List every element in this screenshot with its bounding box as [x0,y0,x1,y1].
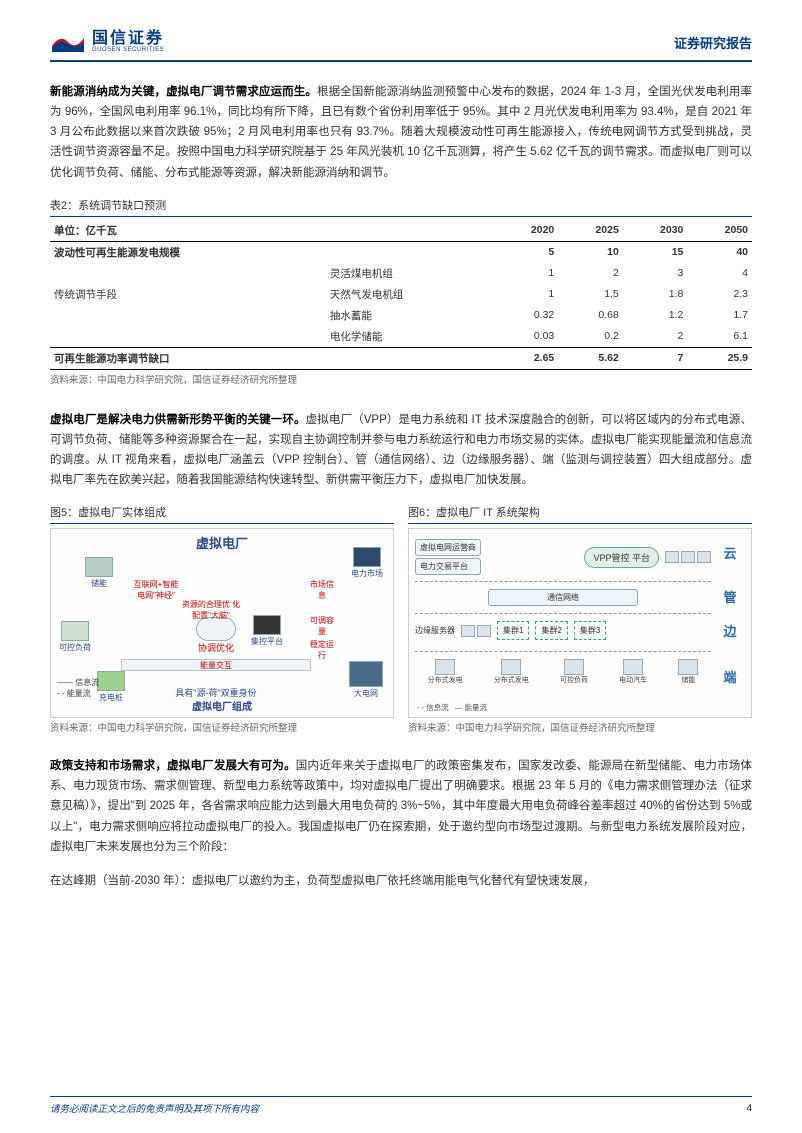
table2-y3: 2030 [623,220,688,242]
figures-row: 图5：虚拟电厂实体组成 虚拟电厂 电力市场 储能 可控负荷 充电桩 [50,504,752,734]
fig6-col: 图6：虚拟电厂 IT 系统架构 虚拟电网运营商 电力交易平台 VPP管控 平台 … [408,504,752,734]
fig5-node-storage: 储能 [85,557,113,589]
fig5-caption: 图5：虚拟电厂实体组成 [50,504,394,524]
logo-text-cn: 国信证券 [92,31,164,47]
fig5-msg5: 稳定运行 [307,639,337,661]
fig5-node-ev: 充电桩 [97,671,125,703]
fig6-caption: 图6：虚拟电厂 IT 系统架构 [408,504,752,524]
table2-y2: 2025 [558,220,623,242]
table-row: 电化学储能0.030.226.1 [50,326,752,348]
logo-block: 国信证券 GUOSEN SECURITIES [50,30,164,54]
fig6-tag-edge: 边 [715,621,745,640]
page-number: 4 [746,1103,752,1114]
para3-lead: 政策支持和市场需求，虚拟电厂发展大有可为。 [50,760,296,772]
table2: 单位：亿千瓦 2020 2025 2030 2050 波动性可再生能源发电规模5… [50,220,752,370]
para1-body: 根据全国新能源消纳监测预警中心发布的数据，2024 年 1-3 月，全国光伏发电… [50,86,752,179]
table2-y4: 2050 [687,220,752,242]
fig5-energy-bar: 能量交互 [121,659,311,671]
paragraph-2: 虚拟电厂是解决电力供需新形势平衡的关键一环。虚拟电厂（VPP）是电力系统和 IT… [50,410,752,491]
paragraph-4: 在达峰期（当前-2030 年）：虚拟电厂以邀约为主，负荷型虚拟电厂依托终端用能电… [50,871,752,891]
fig6-end-item: 分布式发电 [428,659,463,685]
para4-body: 在达峰期（当前-2030 年）：虚拟电厂以邀约为主，负荷型虚拟电厂依托终端用能电… [50,875,594,887]
fig5-node-grid: 大电网 [349,661,383,699]
fig5-node-platform: 集控平台 [251,615,283,647]
fig6-edge-row: 边缘服务器 集群1 集群2 集群3 [415,621,711,640]
fig5-legend: —— 信息流 - - 能量流 [57,677,99,699]
fig5-node-load: 可控负荷 [59,621,91,653]
fig6-tag-cloud: 云 [715,543,745,562]
fig6-legend: - - 信息流 — 能量流 [417,702,487,713]
fig5-msg4: 可调容量 [307,615,337,637]
paragraph-1: 新能源消纳成为关键，虚拟电厂调节需求应运而生。根据全国新能源消纳监测预警中心发布… [50,82,752,183]
report-label: 证券研究报告 [674,33,752,52]
fig6-pipe-row: 通信网络 [415,589,711,606]
fig5-bottom-label: 虚拟电厂组成 [192,698,252,713]
fig6-source: 资料来源：中国电力科学研究院，国信证券经济研究所整理 [408,720,752,734]
fig5-msg2: 资源的合理优 化配置"大脑" [181,599,241,621]
logo-text-en: GUOSEN SECURITIES [92,47,164,53]
table-row: 抽水蓄能0.320.681.21.7 [50,305,752,326]
fig5-node-market: 电力市场 [351,547,383,579]
fig6-tag-end: 端 [715,667,745,686]
fig6-end-item: 可控负荷 [560,659,588,685]
fig5-title: 虚拟电厂 [196,533,248,552]
para1-lead: 新能源消纳成为关键，虚拟电厂调节需求应运而生。 [50,86,317,98]
page-footer: 请务必阅读正文之后的免责声明及其项下所有内容 4 [50,1096,752,1115]
fig6-end-item: 储能 [678,659,698,685]
fig5-msg1: 互联网+智能 电网"神经" [129,579,183,601]
fig6-end-item: 电动汽车 [619,659,647,685]
fig5-diagram: 虚拟电厂 电力市场 储能 可控负荷 充电桩 [50,528,394,718]
table2-caption: 表2：系统调节缺口预测 [50,197,752,217]
fig6-tag-pipe: 管 [715,587,745,606]
fig6-cloud-row: 虚拟电网运营商 电力交易平台 VPP管控 平台 [415,539,711,575]
table-row: 波动性可再生能源发电规模5101540 [50,241,752,263]
fig5-msg3: 市场信息 [307,579,337,601]
fig6-vpp-oval: VPP管控 平台 [584,547,659,568]
fig6-server-icons [665,551,711,563]
fig6-end-row: 分布式发电 分布式发电 可控负荷 电动汽车 储能 [415,659,711,685]
logo-icon [50,30,86,54]
fig6-diagram: 虚拟电网运营商 电力交易平台 VPP管控 平台 云 通信网络 管 边缘服务器 [408,528,752,718]
table2-y1: 2020 [494,220,559,242]
fig5-col: 图5：虚拟电厂实体组成 虚拟电厂 电力市场 储能 可控负荷 充电桩 [50,504,394,734]
fig5-source: 资料来源：中国电力科学研究院，国信证券经济研究所整理 [50,720,394,734]
table-row: 灵活煤电机组1234 [50,263,752,284]
table-row: 传统调节手段天然气发电机组11.51.82.3 [50,284,752,305]
table2-source: 资料来源：中国电力科学研究院，国信证券经济研究所整理 [50,372,752,386]
para2-lead: 虚拟电厂是解决电力供需新形势平衡的关键一环。 [50,414,306,426]
table2-unit: 单位：亿千瓦 [50,220,326,242]
para3-body: 国内近年来关于虚拟电厂的政策密集发布，国家发改委、能源局在新型储能、电力市场体系… [50,760,752,853]
footer-disclaimer: 请务必阅读正文之后的免责声明及其项下所有内容 [50,1101,259,1115]
page-header: 国信证券 GUOSEN SECURITIES 证券研究报告 [50,30,752,62]
fig6-end-item: 分布式发电 [494,659,529,685]
table-row: 可再生能源功率调节缺口2.655.62725.9 [50,347,752,369]
paragraph-3: 政策支持和市场需求，虚拟电厂发展大有可为。国内近年来关于虚拟电厂的政策密集发布，… [50,756,752,857]
